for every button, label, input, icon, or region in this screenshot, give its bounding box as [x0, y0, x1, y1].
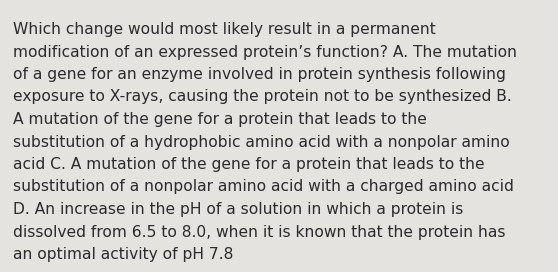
Text: D. An increase in the pH of a solution in which a protein is: D. An increase in the pH of a solution i… — [13, 202, 463, 217]
Text: of a gene for an enzyme involved in protein synthesis following: of a gene for an enzyme involved in prot… — [13, 67, 506, 82]
Text: exposure to X-rays, causing the protein not to be synthesized B.: exposure to X-rays, causing the protein … — [13, 89, 512, 104]
Text: substitution of a nonpolar amino acid with a charged amino acid: substitution of a nonpolar amino acid wi… — [13, 180, 514, 194]
Text: Which change would most likely result in a permanent: Which change would most likely result in… — [13, 22, 436, 37]
Text: dissolved from 6.5 to 8.0, when it is known that the protein has: dissolved from 6.5 to 8.0, when it is kn… — [13, 224, 506, 240]
Text: acid C. A mutation of the gene for a protein that leads to the: acid C. A mutation of the gene for a pro… — [13, 157, 485, 172]
Text: A mutation of the gene for a protein that leads to the: A mutation of the gene for a protein tha… — [13, 112, 427, 127]
Text: an optimal activity of pH 7.8: an optimal activity of pH 7.8 — [13, 247, 233, 262]
Text: modification of an expressed protein’s function? A. The mutation: modification of an expressed protein’s f… — [13, 45, 517, 60]
Text: substitution of a hydrophobic amino acid with a nonpolar amino: substitution of a hydrophobic amino acid… — [13, 134, 510, 150]
